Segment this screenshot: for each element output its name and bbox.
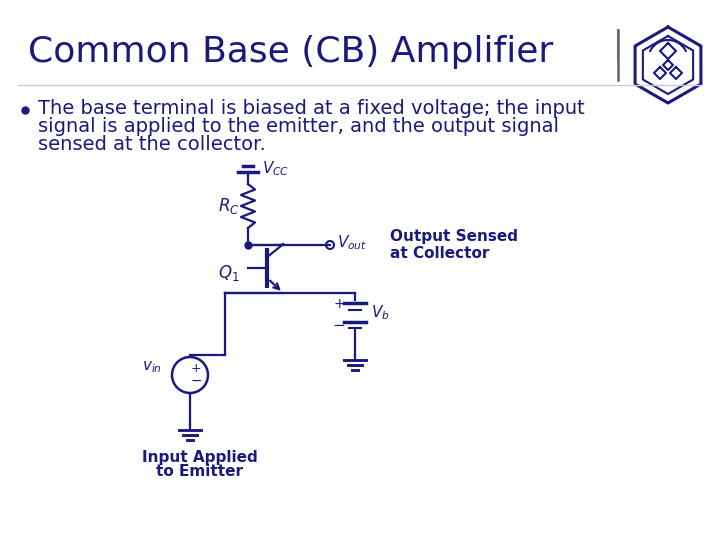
Text: signal is applied to the emitter, and the output signal: signal is applied to the emitter, and th… (38, 118, 559, 137)
Text: $v_{in}$: $v_{in}$ (142, 359, 162, 375)
Text: $V_{CC}$: $V_{CC}$ (262, 160, 289, 178)
Text: Output Sensed: Output Sensed (390, 230, 518, 245)
Text: $V_b$: $V_b$ (371, 303, 390, 322)
Text: to Emitter: to Emitter (156, 464, 243, 479)
Text: Input Applied: Input Applied (142, 450, 258, 465)
Text: $R_C$: $R_C$ (218, 196, 240, 216)
Text: at Collector: at Collector (390, 246, 490, 260)
Text: +: + (333, 297, 345, 311)
Text: Common Base (CB) Amplifier: Common Base (CB) Amplifier (28, 35, 553, 69)
Text: −: − (190, 374, 202, 388)
Text: $Q_1$: $Q_1$ (217, 263, 239, 283)
Text: $V_{out}$: $V_{out}$ (337, 234, 367, 252)
Text: +: + (191, 362, 202, 375)
Text: The base terminal is biased at a fixed voltage; the input: The base terminal is biased at a fixed v… (38, 98, 585, 118)
Text: −: − (333, 319, 346, 334)
Text: sensed at the collector.: sensed at the collector. (38, 134, 266, 153)
